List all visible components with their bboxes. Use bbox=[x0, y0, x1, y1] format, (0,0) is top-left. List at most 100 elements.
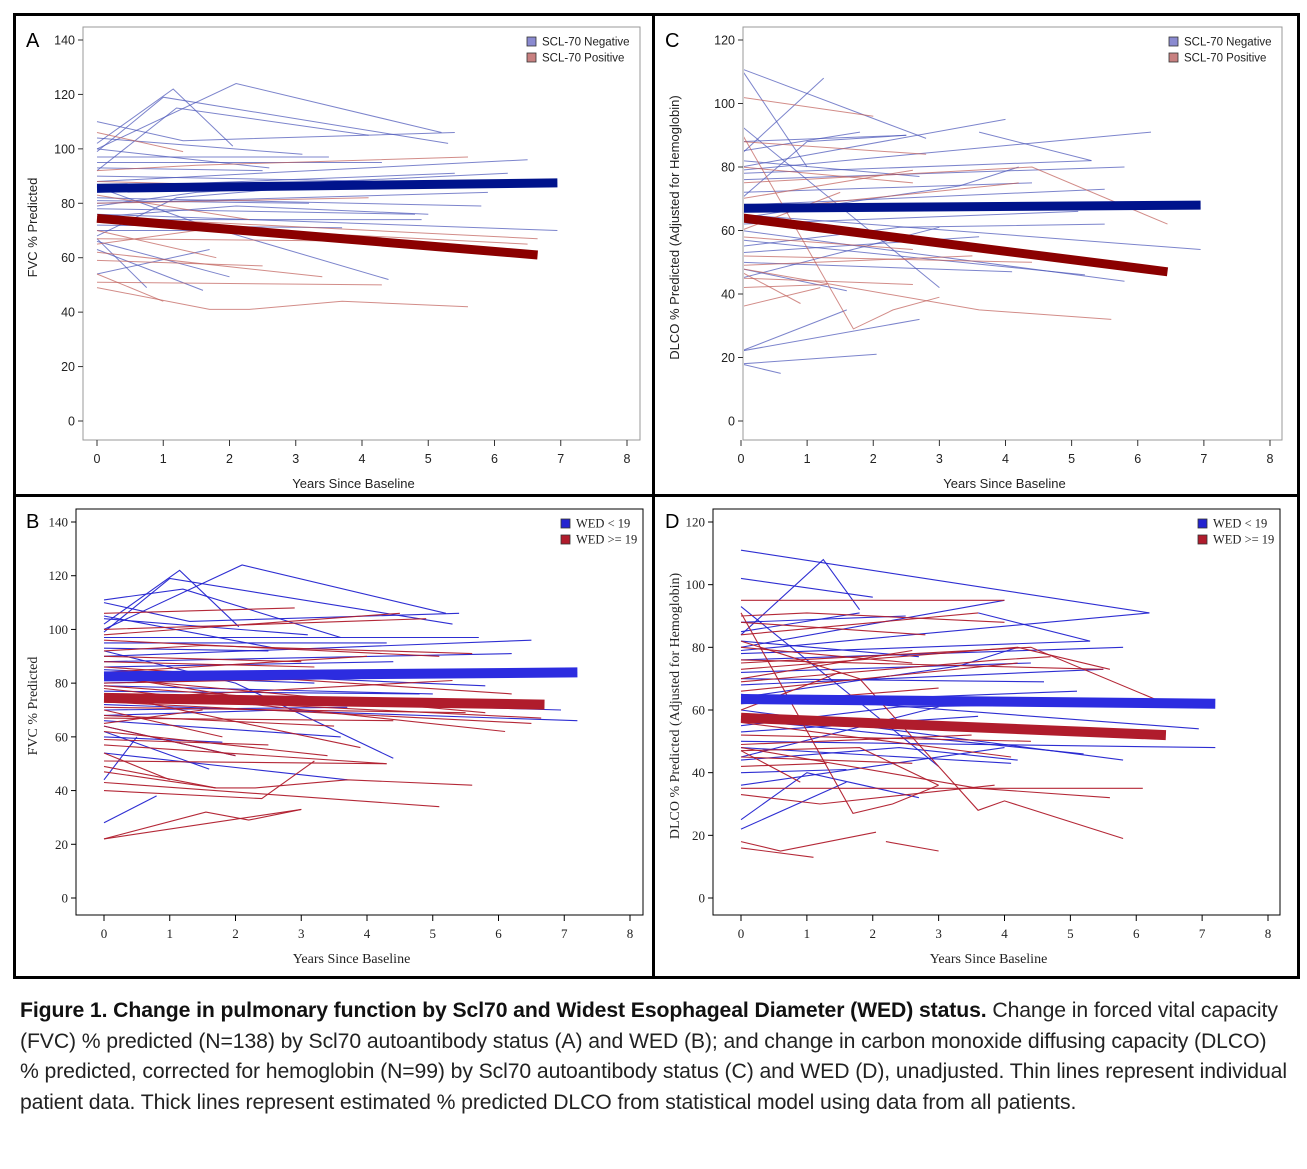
patient-line-ge bbox=[740, 662, 1018, 692]
y-tick-label: 100 bbox=[49, 622, 69, 637]
legend-label: WED >= 19 bbox=[1213, 533, 1274, 547]
patient-line-ge bbox=[103, 744, 387, 765]
patient-line-ge bbox=[740, 847, 814, 858]
patient-line-ge bbox=[740, 747, 939, 786]
figure-caption: Figure 1. Change in pulmonary function b… bbox=[20, 996, 1288, 1118]
legend-swatch bbox=[560, 518, 571, 529]
patient-line-lt bbox=[103, 685, 433, 695]
patient-line-ge bbox=[740, 721, 1012, 758]
plot-lines bbox=[103, 564, 578, 840]
patient-line-lt bbox=[740, 577, 873, 598]
x-tick-label: 5 bbox=[1068, 452, 1075, 466]
y-tick-label: 20 bbox=[61, 360, 75, 374]
patient-line-pos bbox=[744, 255, 973, 266]
patient-line-pos bbox=[744, 97, 874, 117]
patient-line-pos bbox=[96, 273, 164, 302]
y-tick-label: 60 bbox=[692, 703, 705, 718]
x-tick-label: 6 bbox=[1133, 926, 1140, 941]
patient-line-ge bbox=[103, 618, 427, 630]
x-tick-label: 7 bbox=[561, 926, 568, 941]
legend-swatch bbox=[560, 534, 571, 545]
patient-line-neg bbox=[744, 239, 1085, 276]
patient-line-ge bbox=[103, 738, 269, 746]
x-tick-label: 3 bbox=[292, 452, 299, 466]
patient-line-ge bbox=[103, 706, 466, 714]
x-tick-label: 6 bbox=[491, 452, 498, 466]
patient-line-ge bbox=[740, 640, 1124, 840]
panel-label: C bbox=[665, 30, 679, 52]
patient-line-neg bbox=[744, 131, 1152, 171]
caption-body: Change in forced vital capacity (FVC) % … bbox=[20, 999, 1287, 1114]
plot-lines bbox=[740, 549, 1216, 858]
patient-line-lt bbox=[103, 661, 394, 668]
model-line-group-1 bbox=[744, 200, 1201, 213]
patient-line-neg bbox=[96, 249, 210, 275]
patient-line-ge bbox=[103, 771, 216, 789]
patient-line-neg bbox=[744, 353, 877, 365]
chart-panel-d: D 0 20 40 60 80 100 120 0 1 2 3 4 5 6 7 8 Years Since Bas… bbox=[665, 508, 1281, 967]
y-tick-label: 40 bbox=[55, 783, 68, 798]
patient-line-ge bbox=[740, 762, 827, 767]
patient-line-lt bbox=[740, 772, 920, 821]
patient-line-lt bbox=[740, 599, 1005, 648]
patient-line-ge bbox=[740, 646, 1111, 670]
patient-line-ge bbox=[103, 607, 295, 614]
patient-line-pos bbox=[744, 272, 801, 304]
y-tick-label: 140 bbox=[54, 34, 75, 48]
patient-line-neg bbox=[744, 309, 847, 351]
patient-line-ge bbox=[740, 656, 1051, 683]
patient-line-neg bbox=[96, 107, 369, 171]
y-tick-label: 60 bbox=[721, 224, 735, 238]
patient-line-lt bbox=[103, 577, 453, 633]
patient-line-ge bbox=[103, 709, 203, 724]
patient-line-neg bbox=[96, 96, 449, 152]
caption-title: Figure 1. Change in pulmonary function b… bbox=[20, 999, 987, 1022]
patient-line-pos bbox=[96, 230, 217, 259]
patient-line-neg bbox=[96, 148, 270, 169]
patient-line-lt bbox=[103, 752, 348, 781]
patient-line-neg bbox=[96, 238, 148, 288]
legend-swatch bbox=[526, 52, 537, 63]
chart-panel-a: A 0 20 40 60 80 100 120 140 0 1 2 3 4 5 6 7 8 Years Since … bbox=[25, 26, 641, 491]
patient-line-pos bbox=[96, 194, 250, 221]
patient-line-ge bbox=[103, 760, 387, 765]
patient-line-neg bbox=[744, 160, 1092, 174]
plot-area bbox=[742, 26, 1283, 441]
x-tick-label: 7 bbox=[1199, 926, 1206, 941]
y-tick-label: 40 bbox=[692, 765, 705, 780]
x-tick-label: 8 bbox=[624, 452, 631, 466]
x-tick-label: 7 bbox=[1200, 452, 1207, 466]
model-line-group-1 bbox=[96, 178, 558, 193]
patient-line-ge bbox=[103, 808, 302, 840]
legend-label: WED < 19 bbox=[1213, 517, 1267, 531]
patient-line-pos bbox=[744, 284, 828, 288]
patient-line-ge bbox=[103, 639, 440, 657]
patient-line-ge bbox=[103, 781, 440, 808]
y-tick-label: 0 bbox=[728, 415, 735, 429]
legend-label: WED < 19 bbox=[576, 517, 630, 531]
patient-line-ge bbox=[740, 734, 972, 746]
patient-line-ge bbox=[885, 841, 939, 852]
patient-line-ge bbox=[103, 709, 223, 738]
patient-line-lt bbox=[103, 650, 394, 759]
y-tick-label: 20 bbox=[721, 351, 735, 365]
patient-line-neg bbox=[744, 318, 920, 352]
x-tick-label: 0 bbox=[94, 452, 101, 466]
y-tick-label: 140 bbox=[49, 515, 69, 530]
patient-line-lt bbox=[740, 612, 860, 633]
patient-line-lt bbox=[103, 569, 240, 628]
x-tick-label: 4 bbox=[364, 926, 371, 941]
patient-line-ge bbox=[103, 661, 315, 668]
panel-label: A bbox=[26, 30, 40, 52]
model-line-group-1 bbox=[740, 694, 1216, 709]
legend-label: SCL-70 Positive bbox=[542, 53, 624, 65]
x-tick-label: 3 bbox=[936, 452, 943, 466]
x-tick-label: 0 bbox=[738, 452, 745, 466]
y-tick-label: 100 bbox=[714, 97, 735, 111]
patient-line-lt bbox=[740, 549, 1150, 614]
plot-lines bbox=[744, 69, 1201, 374]
patient-line-ge bbox=[103, 752, 171, 781]
x-tick-label: 7 bbox=[557, 452, 564, 466]
patient-line-ge bbox=[740, 756, 913, 764]
x-tick-label: 2 bbox=[232, 926, 239, 941]
